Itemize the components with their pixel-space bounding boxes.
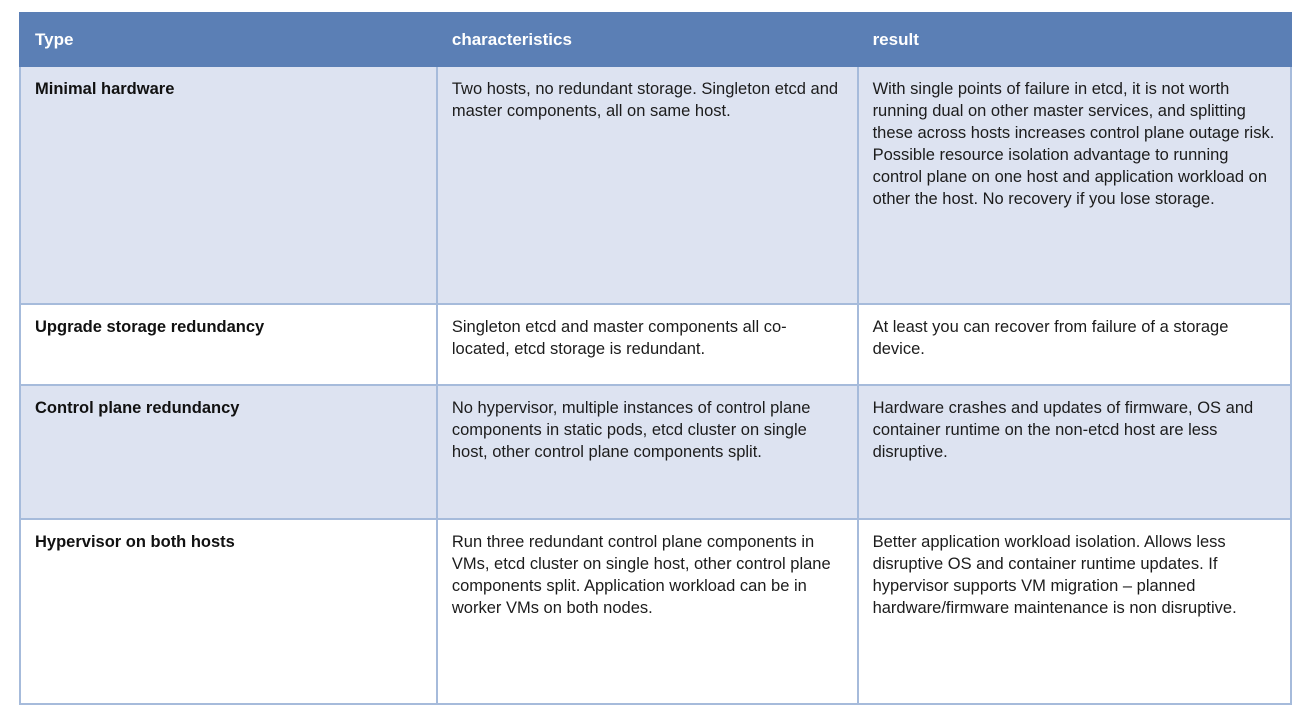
cell-type: Hypervisor on both hosts [19, 518, 438, 705]
cell-result: Better application workload isolation. A… [856, 518, 1293, 705]
column-header-type: Type [19, 12, 438, 67]
cell-characteristics: Run three redundant control plane compon… [435, 518, 859, 705]
table-row: Hypervisor on both hosts Run three redun… [19, 518, 1293, 705]
cell-type: Upgrade storage redundancy [19, 303, 438, 386]
cell-type: Minimal hardware [19, 65, 438, 305]
column-header-characteristics: characteristics [435, 12, 859, 67]
cell-characteristics: No hypervisor, multiple instances of con… [435, 384, 859, 520]
cell-characteristics: Two hosts, no redundant storage. Singlet… [435, 65, 859, 305]
cell-result: At least you can recover from failure of… [856, 303, 1293, 386]
table-row: Control plane redundancy No hypervisor, … [19, 384, 1293, 520]
cell-type: Control plane redundancy [19, 384, 438, 520]
cell-result: With single points of failure in etcd, i… [856, 65, 1293, 305]
table-header-row: Type characteristics result [19, 12, 1293, 67]
column-header-result: result [856, 12, 1293, 67]
redundancy-options-table: Type characteristics result Minimal hard… [19, 12, 1293, 705]
cell-characteristics: Singleton etcd and master components all… [435, 303, 859, 386]
cell-result: Hardware crashes and updates of firmware… [856, 384, 1293, 520]
table-row: Minimal hardware Two hosts, no redundant… [19, 65, 1293, 305]
table-row: Upgrade storage redundancy Singleton etc… [19, 303, 1293, 386]
